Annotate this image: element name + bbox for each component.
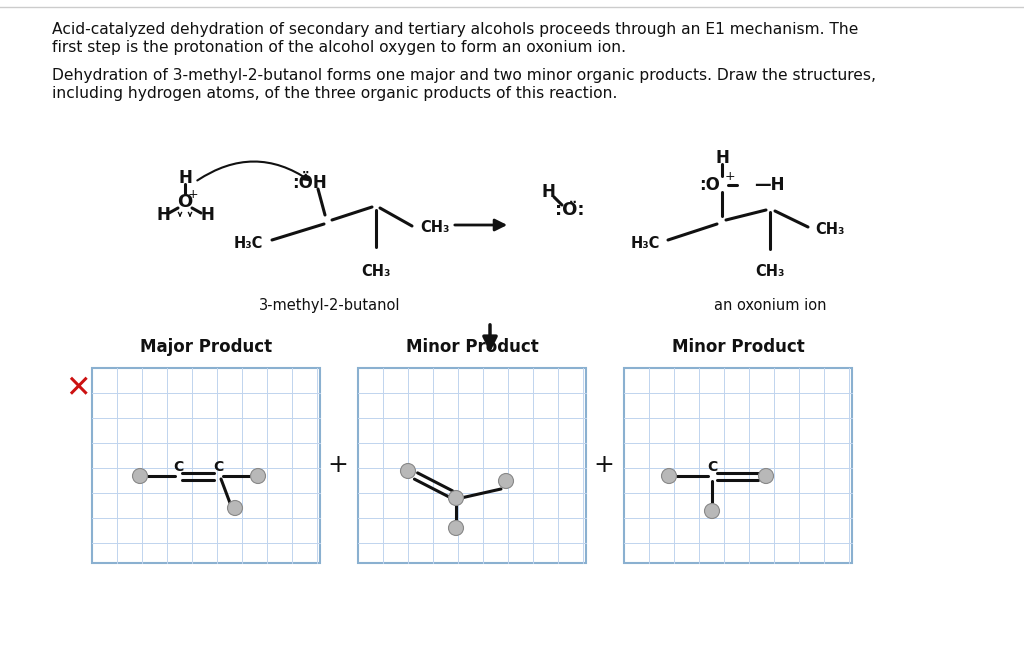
Text: H₃C: H₃C xyxy=(631,237,660,252)
Circle shape xyxy=(662,469,677,484)
Text: C: C xyxy=(173,460,183,474)
Circle shape xyxy=(705,504,720,519)
Text: CH₃: CH₃ xyxy=(420,220,450,235)
Text: Minor Product: Minor Product xyxy=(672,338,805,356)
Circle shape xyxy=(400,463,416,478)
Bar xyxy=(92,368,319,563)
Text: C: C xyxy=(707,460,717,474)
Text: :O: :O xyxy=(699,176,720,194)
Bar xyxy=(358,368,586,563)
Text: an oxonium ion: an oxonium ion xyxy=(714,298,826,313)
Text: Minor Product: Minor Product xyxy=(406,338,539,356)
Circle shape xyxy=(499,473,513,489)
Text: O: O xyxy=(177,193,193,211)
Text: H₃C: H₃C xyxy=(233,237,263,252)
Text: C: C xyxy=(213,460,223,474)
Text: +: + xyxy=(725,170,735,183)
Text: CH₃: CH₃ xyxy=(815,222,845,237)
Text: :Ö:: :Ö: xyxy=(555,201,585,219)
Text: first step is the protonation of the alcohol oxygen to form an oxonium ion.: first step is the protonation of the alc… xyxy=(52,40,626,55)
Text: CH₃: CH₃ xyxy=(756,265,784,279)
Text: Major Product: Major Product xyxy=(140,338,272,356)
Text: 3-methyl-2-butanol: 3-methyl-2-butanol xyxy=(259,298,400,313)
Text: :ÖH: :ÖH xyxy=(293,174,328,192)
Circle shape xyxy=(759,469,773,484)
Text: —H: —H xyxy=(754,176,784,194)
Circle shape xyxy=(227,500,243,515)
Text: H: H xyxy=(715,149,729,167)
Text: including hydrogen atoms, of the three organic products of this reaction.: including hydrogen atoms, of the three o… xyxy=(52,86,617,101)
Text: Acid-catalyzed dehydration of secondary and tertiary alcohols proceeds through a: Acid-catalyzed dehydration of secondary … xyxy=(52,22,858,37)
Circle shape xyxy=(449,521,464,536)
Circle shape xyxy=(251,469,265,484)
Circle shape xyxy=(132,469,147,484)
Text: +: + xyxy=(328,454,348,478)
Circle shape xyxy=(449,491,464,506)
Text: H: H xyxy=(541,183,555,201)
Text: Dehydration of 3-methyl-2-butanol forms one major and two minor organic products: Dehydration of 3-methyl-2-butanol forms … xyxy=(52,68,876,83)
Text: H: H xyxy=(200,206,214,224)
Text: H: H xyxy=(156,206,170,224)
Text: CH₃: CH₃ xyxy=(361,265,391,279)
Bar xyxy=(624,368,852,563)
Text: +: + xyxy=(594,454,614,478)
Text: ✕: ✕ xyxy=(66,374,91,403)
Text: +: + xyxy=(187,187,199,200)
Text: H: H xyxy=(178,169,191,187)
